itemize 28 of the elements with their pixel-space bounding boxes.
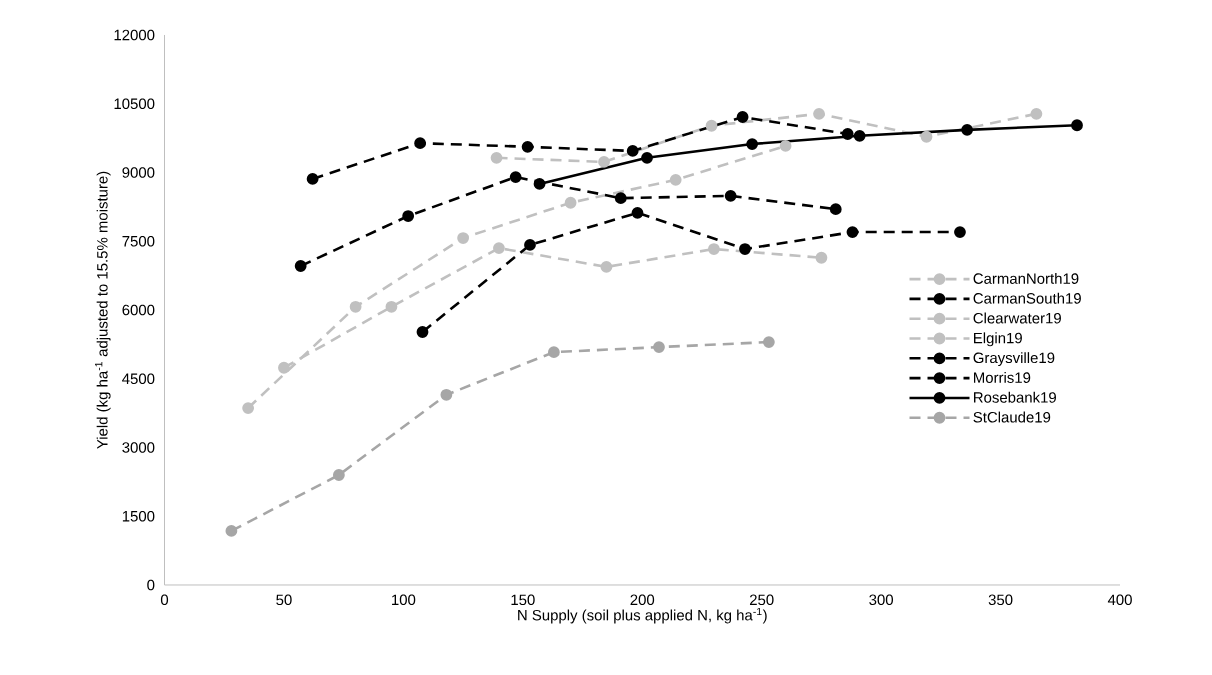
y-tick-label: 1500 <box>122 510 155 522</box>
y-tick-label: 0 <box>147 579 155 591</box>
legend-label: Rosebank19 <box>974 391 1056 403</box>
y-axis-title: Yield (kg ha$^{-1}$ adjusted to 15.5% moisture) <box>95 171 111 449</box>
x-axis-title: N Supply (soil plus applied N, kg ha$^{-1}$) <box>518 607 767 624</box>
x-tick-label: 150 <box>511 594 535 606</box>
x-tick-label: 400 <box>1107 594 1132 606</box>
y-tick-label: 9000 <box>122 167 155 178</box>
legend-label: Morris19 <box>974 371 1031 383</box>
legend-label: CarmanNorth19 <box>973 272 1079 284</box>
x-tick-label: 350 <box>988 594 1013 606</box>
legend-label: Graysville19 <box>973 352 1055 367</box>
x-tick-label: 300 <box>869 594 894 606</box>
x-tick-label: 50 <box>276 594 292 606</box>
y-tick-label: 7500 <box>122 235 155 247</box>
legend-label: CarmanSouth19 <box>973 292 1081 304</box>
legend-label: Clearwater19 <box>973 312 1061 324</box>
legend-label: StClaude19 <box>973 411 1051 423</box>
x-tick-label: 250 <box>749 594 774 606</box>
x-tick-label: 200 <box>630 594 655 606</box>
y-tick-label: 12000 <box>114 29 155 41</box>
y-tick-label: 3000 <box>122 442 155 453</box>
y-tick-label: 10500 <box>114 98 155 110</box>
y-tick-label: 4500 <box>122 373 155 385</box>
x-tick-label: 100 <box>392 594 416 606</box>
x-tick-label: 0 <box>160 594 169 606</box>
y-tick-label: 6000 <box>122 304 155 316</box>
legend-label: Elgin19 <box>974 332 1022 347</box>
